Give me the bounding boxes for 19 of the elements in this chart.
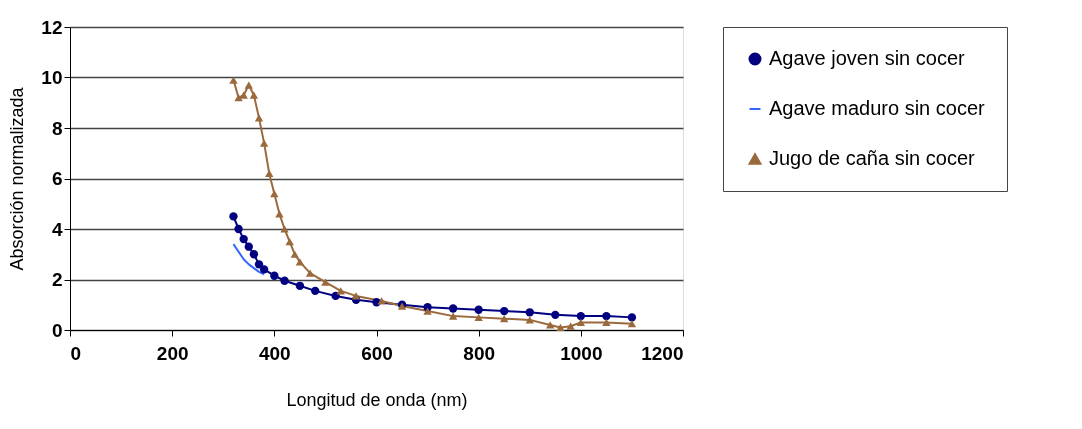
y-tick-label: 4 <box>51 218 63 240</box>
x-tick-label: 800 <box>463 342 496 364</box>
x-tick-label: 200 <box>156 342 189 364</box>
legend-label: Agave joven sin cocer <box>769 47 965 69</box>
y-tick-label: 12 <box>41 16 63 38</box>
y-tick-label: 10 <box>41 67 63 88</box>
x-tick-label: 600 <box>361 342 393 364</box>
x-tick-label: 400 <box>258 342 291 364</box>
legend-label: Jugo de caña sin cocer <box>769 147 976 169</box>
x-tick-label: 0 <box>70 342 82 364</box>
y-axis-title: Absorción normalizada <box>7 86 28 271</box>
y-tick-label: 8 <box>51 117 63 139</box>
y-tick-label: 2 <box>51 269 63 290</box>
legend-label: Agave maduro sin cocer <box>769 97 985 119</box>
y-tick-label: 6 <box>51 168 63 189</box>
y-tick-label: 0 <box>51 319 63 341</box>
x-tick-label: 1200 <box>641 342 684 364</box>
x-axis-title: Longitud de onda (nm) <box>286 389 468 410</box>
x-tick-label: 1000 <box>560 342 603 364</box>
